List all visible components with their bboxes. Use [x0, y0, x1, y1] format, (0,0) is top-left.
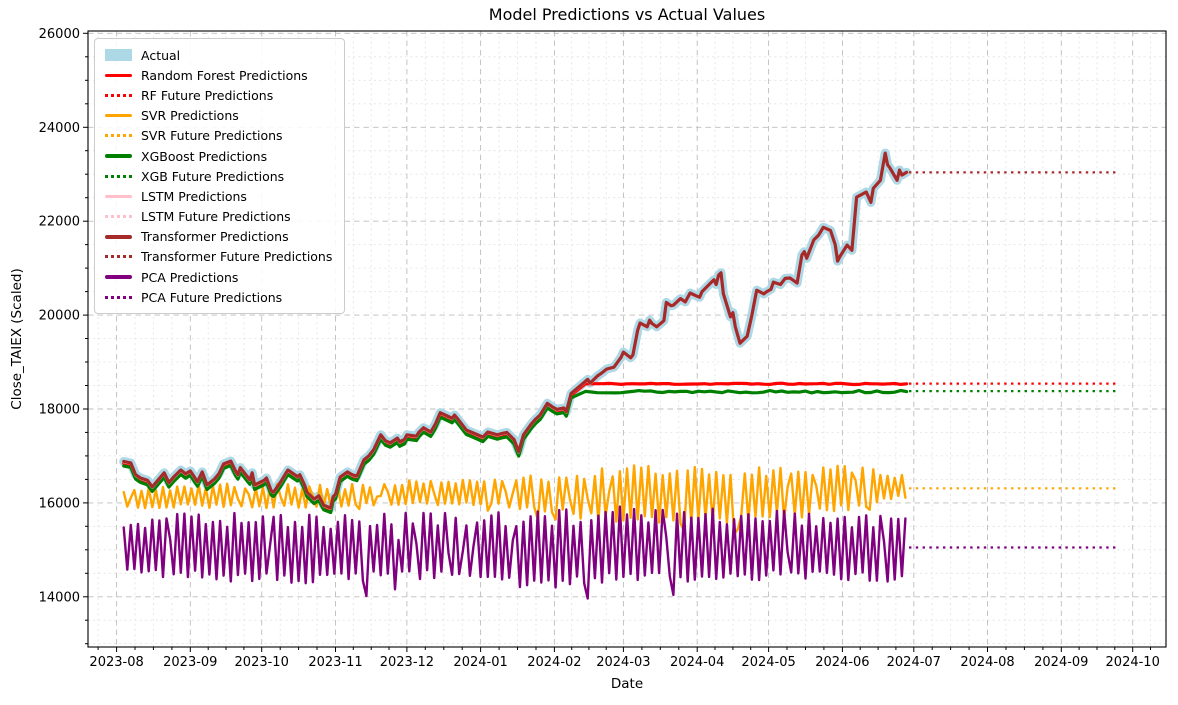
rf-future-swatch — [105, 93, 132, 97]
y-tick-label: 26000 — [39, 27, 80, 42]
x-tick-label: 2023-08 — [89, 655, 143, 670]
minor-grid — [88, 31, 1166, 647]
y-tick-label: 18000 — [39, 403, 80, 418]
x-tick-label: 2024-01 — [453, 655, 507, 670]
legend-label: Transformer Future Predictions — [141, 249, 333, 265]
x-tick-label: 2024-04 — [670, 655, 724, 670]
x-tick-label: 2024-10 — [1106, 655, 1160, 670]
legend-label: SVR Predictions — [141, 108, 239, 124]
y-tick-label: 20000 — [39, 309, 80, 324]
x-tick-label: 2024-06 — [815, 655, 869, 670]
legend-item-lstm-future: LSTM Future Predictions — [105, 207, 332, 227]
legend: Actual Random Forest Predictions RF Futu… — [94, 38, 346, 315]
lstm-future-swatch — [105, 215, 132, 219]
chart-title: Model Predictions vs Actual Values — [488, 5, 766, 24]
legend-item-random-forest: Random Forest Predictions — [105, 65, 332, 85]
legend-label: XGB Future Predictions — [141, 168, 285, 184]
legend-label: PCA Future Predictions — [141, 289, 283, 305]
x-tick-label: 2023-10 — [235, 655, 289, 670]
rf-swatch — [105, 73, 132, 78]
legend-item-actual: Actual — [105, 45, 332, 65]
legend-item-xgboost: XGBoost Predictions — [105, 146, 332, 166]
y-axis-label: Close_TAIEX (Scaled) — [9, 268, 25, 410]
x-tick-label: 2024-03 — [596, 655, 650, 670]
legend-label: RF Future Predictions — [141, 87, 274, 103]
legend-label: Random Forest Predictions — [141, 67, 308, 83]
x-tick-label: 2024-07 — [887, 655, 941, 670]
x-tick-label: 2024-02 — [527, 655, 581, 670]
legend-item-transformer-future: Transformer Future Predictions — [105, 247, 332, 267]
legend-label: SVR Future Predictions — [141, 128, 283, 144]
x-axis-label: Date — [610, 676, 644, 692]
x-tick-label: 2023-11 — [308, 655, 362, 670]
xgb-swatch — [105, 154, 132, 158]
x-tick-label: 2024-05 — [741, 655, 795, 670]
pca-swatch — [105, 275, 132, 279]
legend-item-lstm: LSTM Predictions — [105, 186, 332, 206]
x-tick-label: 2024-08 — [960, 655, 1014, 670]
actual-swatch — [105, 49, 132, 62]
tick-labels: 14000 16000 18000 20000 22000 24000 26000 2023-… — [39, 27, 1160, 670]
legend-item-svr-future: SVR Future Predictions — [105, 126, 332, 146]
transformer-future-swatch — [105, 255, 132, 259]
y-tick-label: 24000 — [39, 121, 80, 136]
series-svr — [122, 464, 907, 536]
legend-label: LSTM Future Predictions — [141, 209, 291, 225]
legend-label: PCA Predictions — [141, 269, 239, 285]
legend-item-transformer: Transformer Predictions — [105, 227, 332, 247]
series-pca — [122, 505, 907, 600]
legend-label: Transformer Predictions — [141, 229, 289, 245]
legend-label: LSTM Predictions — [141, 188, 247, 204]
x-tick-label: 2023-12 — [380, 655, 434, 670]
lstm-swatch — [105, 194, 132, 199]
y-tick-label: 16000 — [39, 496, 80, 511]
y-tick-label: 14000 — [39, 590, 80, 605]
svr-future-swatch — [105, 134, 132, 138]
legend-item-pca: PCA Predictions — [105, 267, 332, 287]
legend-item-pca-future: PCA Future Predictions — [105, 287, 332, 307]
legend-label: Actual — [141, 47, 181, 63]
x-tick-label: 2023-09 — [163, 655, 217, 670]
tick-marks — [83, 32, 1151, 652]
legend-label: XGBoost Predictions — [141, 148, 268, 164]
transformer-swatch — [105, 235, 132, 239]
x-tick-label: 2024-09 — [1034, 655, 1088, 670]
y-tick-label: 22000 — [39, 215, 80, 230]
xgb-future-swatch — [105, 174, 132, 178]
series-xgb — [122, 388, 909, 515]
legend-item-svr: SVR Predictions — [105, 106, 332, 126]
pca-future-swatch — [105, 295, 132, 299]
legend-item-rf-future: RF Future Predictions — [105, 85, 332, 105]
series-transformer — [122, 151, 909, 510]
legend-item-xgb-future: XGB Future Predictions — [105, 166, 332, 186]
svr-swatch — [105, 113, 132, 118]
